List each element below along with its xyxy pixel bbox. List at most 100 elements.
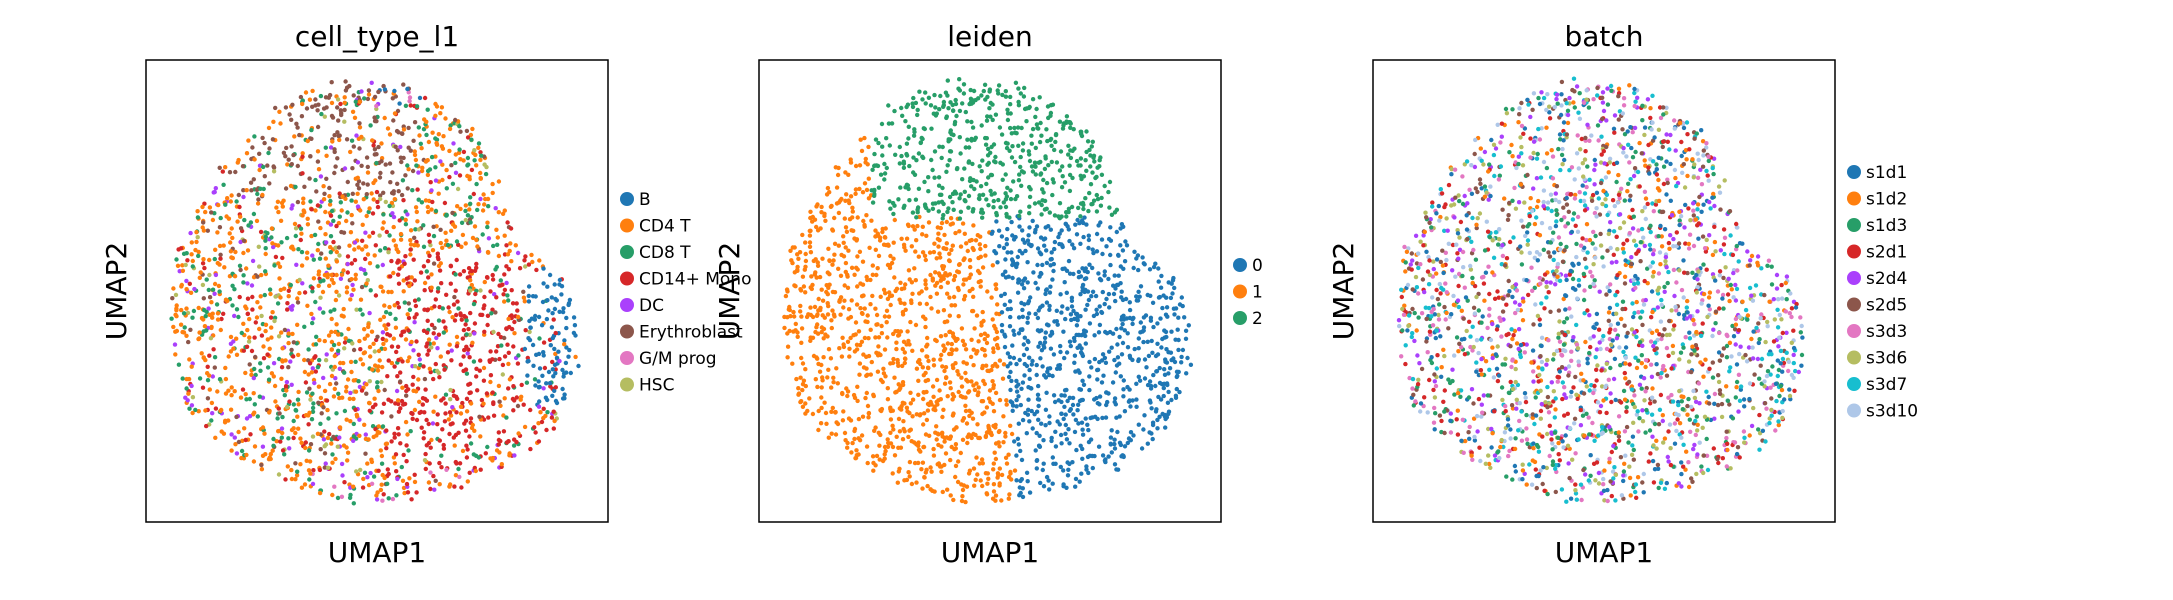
scatter-point <box>550 335 555 341</box>
scatter-point <box>1108 435 1114 440</box>
scatter-point <box>431 261 437 266</box>
scatter-point <box>936 175 942 180</box>
scatter-point <box>870 200 876 205</box>
scatter-point <box>1074 323 1080 328</box>
scatter-point <box>911 95 916 101</box>
scatter-point <box>1145 382 1151 388</box>
scatter-point <box>304 390 310 395</box>
scatter-point <box>1022 302 1027 307</box>
scatter-point <box>1642 125 1648 130</box>
scatter-point <box>391 455 397 460</box>
scatter-point <box>409 410 414 416</box>
scatter-point <box>546 369 552 375</box>
scatter-point <box>920 365 925 370</box>
scatter-point <box>531 363 536 368</box>
scatter-point <box>545 410 550 415</box>
scatter-point <box>1020 148 1026 153</box>
scatter-point <box>207 257 212 263</box>
scatter-point <box>281 150 287 155</box>
scatter-point <box>880 153 885 158</box>
scatter-point <box>1024 431 1030 436</box>
scatter-point <box>852 436 857 442</box>
scatter-point <box>1155 321 1160 326</box>
legend-marker <box>620 218 634 233</box>
scatter-point <box>304 256 310 261</box>
scatter-point <box>340 395 345 400</box>
scatter-point <box>343 79 348 84</box>
scatter-point <box>945 394 950 399</box>
scatter-point <box>519 382 524 388</box>
scatter-point <box>229 255 234 260</box>
scatter-point <box>258 305 263 310</box>
scatter-point <box>957 229 962 234</box>
scatter-point <box>329 316 334 322</box>
scatter-point <box>468 416 474 421</box>
scatter-point <box>1117 414 1122 419</box>
scatter-point <box>459 220 465 225</box>
scatter-point <box>936 200 941 205</box>
scatter-point <box>278 218 284 223</box>
scatter-point <box>989 231 994 236</box>
scatter-point <box>351 347 357 353</box>
scatter-point <box>1043 330 1049 335</box>
scatter-point <box>940 489 945 495</box>
scatter-point <box>1000 177 1005 182</box>
scatter-point <box>247 316 252 322</box>
scatter-point <box>497 450 502 455</box>
scatter-point <box>823 332 828 337</box>
scatter-point <box>557 358 562 364</box>
scatter-point <box>900 113 905 119</box>
scatter-point <box>980 215 985 220</box>
scatter-point <box>901 161 907 166</box>
scatter-point <box>239 330 244 336</box>
scatter-point <box>241 250 246 256</box>
scatter-point <box>289 206 294 211</box>
scatter-point <box>276 472 282 477</box>
scatter-point <box>1044 260 1050 266</box>
scatter-point <box>1115 342 1120 347</box>
scatter-point <box>461 327 467 333</box>
scatter-point <box>362 422 367 427</box>
scatter-point <box>209 300 214 305</box>
scatter-point <box>798 309 803 314</box>
scatter-point <box>374 103 379 109</box>
scatter-point <box>301 196 306 201</box>
scatter-point <box>829 409 834 414</box>
scatter-point <box>447 431 452 437</box>
scatter-point <box>1083 196 1088 201</box>
scatter-point <box>859 433 865 438</box>
scatter-point <box>412 472 417 477</box>
scatter-point <box>1004 402 1009 407</box>
scatter-point <box>552 346 557 352</box>
scatter-point <box>935 402 940 407</box>
scatter-point <box>1041 177 1046 183</box>
scatter-point <box>1169 329 1174 334</box>
scatter-point <box>454 410 459 415</box>
scatter-point <box>1066 152 1071 157</box>
scatter-point <box>412 120 418 125</box>
scatter-point <box>1060 164 1065 169</box>
scatter-point <box>1087 359 1092 365</box>
scatter-point <box>485 322 490 328</box>
scatter-point <box>186 376 192 382</box>
scatter-point <box>385 467 390 472</box>
scatter-point <box>978 478 983 483</box>
scatter-point <box>467 355 472 360</box>
scatter-point <box>357 99 362 105</box>
scatter-point <box>1067 461 1072 467</box>
scatter-point <box>878 294 883 299</box>
scatter-point <box>269 226 275 231</box>
scatter-point <box>545 284 550 289</box>
scatter-point <box>819 385 824 390</box>
scatter-point <box>1142 262 1147 267</box>
scatter-point <box>405 432 410 437</box>
scatter-point <box>1121 387 1126 392</box>
scatter-point <box>392 461 397 466</box>
scatter-point <box>871 460 876 466</box>
scatter-point <box>1066 467 1071 472</box>
scatter-point <box>412 152 418 158</box>
scatter-point <box>321 197 327 202</box>
scatter-point <box>1076 205 1081 211</box>
scatter-point <box>1034 224 1040 229</box>
